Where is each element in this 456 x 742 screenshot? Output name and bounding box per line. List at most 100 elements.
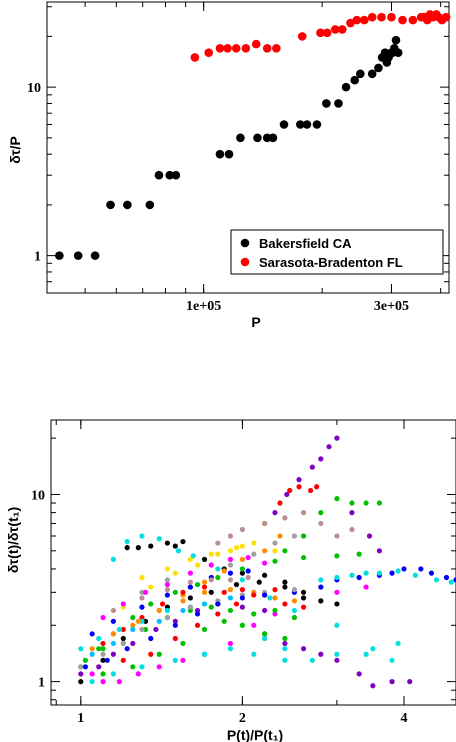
data-point [253,133,262,143]
data-point [318,577,324,583]
data-point [314,484,320,490]
data-point [100,614,106,621]
data-point [272,607,278,614]
data-point [159,601,166,607]
data-point [370,683,376,689]
data-point [389,570,395,576]
data-point [331,25,340,34]
data-point [318,584,324,590]
data-point [139,533,145,539]
data-point [120,626,126,633]
data-point [148,635,154,642]
data-point [349,526,355,533]
data-point [110,607,116,614]
data-point [291,598,298,604]
data-point [443,574,450,581]
x-tick-label: 3e+05 [374,299,409,314]
legend-label: Sarasota-Bradenton FL [259,255,403,270]
series-21 [100,554,268,621]
data-point [139,664,145,670]
data-point [156,618,162,624]
data-point [172,635,178,642]
data-point [120,657,126,663]
data-point [123,200,132,210]
data-point [187,570,193,576]
x-axis-label: P(t)/P(t₁) [227,727,283,742]
data-point [272,510,278,516]
data-point [89,651,95,657]
data-point [227,548,234,554]
data-point [110,651,116,657]
data-point [401,566,407,572]
data-point [349,510,355,516]
series-26 [120,587,278,663]
data-point [334,99,343,108]
data-point [110,631,116,637]
data-point [251,551,257,557]
data-point [389,679,395,685]
data-point [116,679,122,685]
data-point [180,538,186,545]
data-point [180,607,186,614]
data-point [110,556,116,562]
data-point [389,657,395,663]
data-point [363,584,369,590]
data-point [194,622,201,628]
data-point [194,562,201,568]
data-point [78,646,84,652]
data-point [245,554,251,561]
data-point [318,510,324,516]
data-point [282,640,288,647]
data-point [139,614,145,621]
data-point [124,646,130,652]
data-point [262,592,268,598]
data-point [251,39,261,49]
series-0 [55,35,403,260]
data-point [251,651,257,657]
data-point [142,618,149,624]
data-point [334,574,340,581]
data-point [201,579,208,585]
data-point [135,618,141,624]
data-point [239,622,245,628]
data-point [318,520,324,527]
data-point [236,133,245,143]
data-point [78,679,84,685]
data-point [172,589,178,595]
data-point [282,601,288,607]
data-point [262,607,268,614]
series-16 [78,579,340,685]
data-point [296,120,305,129]
data-point [395,568,401,574]
data-point [89,631,95,637]
data-point [300,595,307,601]
data-point [300,554,307,561]
data-point [282,646,288,652]
data-point [262,635,268,642]
data-point [124,545,130,551]
data-point [130,640,136,647]
data-point [300,589,307,595]
data-point [251,622,257,628]
data-point [227,587,234,593]
data-point [227,640,234,647]
data-point [363,651,369,657]
data-point [387,12,396,22]
y-tick-label: 10 [27,81,41,96]
data-point [334,651,340,657]
data-point [398,15,407,25]
data-point [326,444,332,450]
data-point [352,15,362,25]
data-point [139,626,145,633]
data-point [120,635,126,642]
data-point [334,622,340,628]
data-point [221,589,227,595]
data-point [360,15,369,25]
data-point [100,640,106,647]
data-point [139,574,145,581]
data-point [367,69,377,79]
data-point [187,584,193,590]
data-point [291,533,298,539]
data-point [164,587,171,593]
data-point [262,560,268,566]
